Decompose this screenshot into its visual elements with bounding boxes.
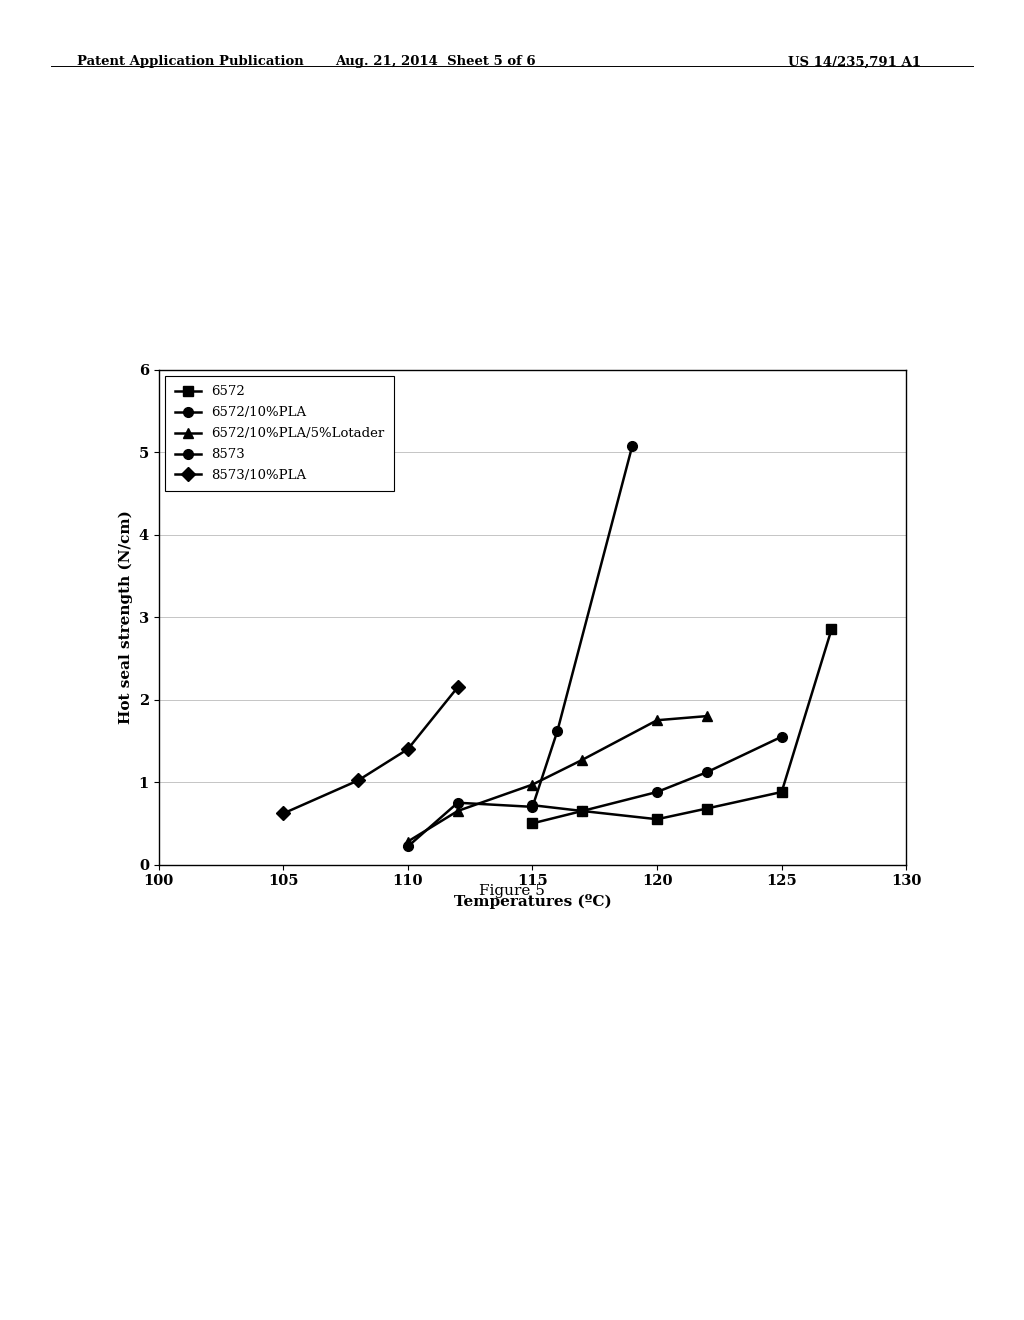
Text: Figure 5: Figure 5: [479, 884, 545, 899]
Text: Patent Application Publication: Patent Application Publication: [77, 55, 303, 69]
Y-axis label: Hot seal strength (N/cm): Hot seal strength (N/cm): [119, 510, 133, 725]
Legend: 6572, 6572/10%PLA, 6572/10%PLA/5%Lotader, 8573, 8573/10%PLA: 6572, 6572/10%PLA, 6572/10%PLA/5%Lotader…: [165, 376, 394, 491]
X-axis label: Temperatures (ºC): Temperatures (ºC): [454, 894, 611, 909]
Text: Aug. 21, 2014  Sheet 5 of 6: Aug. 21, 2014 Sheet 5 of 6: [335, 55, 536, 69]
Text: US 14/235,791 A1: US 14/235,791 A1: [788, 55, 922, 69]
